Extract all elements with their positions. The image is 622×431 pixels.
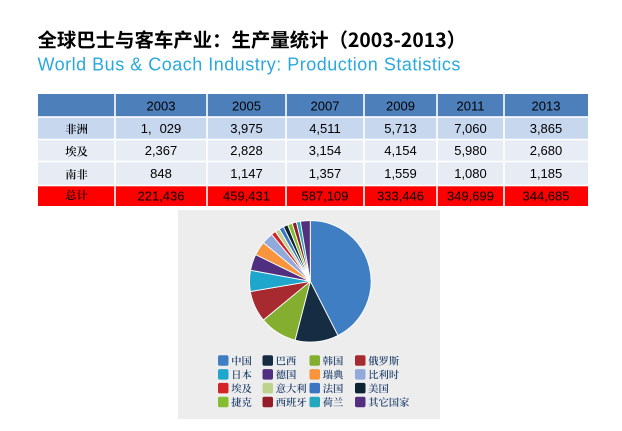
svg-text:333,446: 333,446 [377,188,424,203]
svg-text:1,357: 1,357 [309,166,342,181]
svg-text:459,431: 459,431 [223,188,270,203]
svg-text:2013: 2013 [532,99,561,114]
svg-text:587,109: 587,109 [302,188,349,203]
svg-text:1,029: 1, 029 [141,121,182,136]
svg-text:1,185: 1,185 [530,166,563,181]
svg-text:2003: 2003 [147,99,176,114]
svg-text:2005: 2005 [232,99,261,114]
svg-text:344,685: 344,685 [523,188,570,203]
svg-text:3,865: 3,865 [530,121,563,136]
svg-text:349,699: 349,699 [447,188,494,203]
svg-text:7,060: 7,060 [454,121,487,136]
svg-text:2007: 2007 [311,99,340,114]
svg-text:2,828: 2,828 [230,143,263,158]
svg-text:4,511: 4,511 [309,121,341,136]
svg-text:5,980: 5,980 [454,143,487,158]
svg-text:1,080: 1,080 [454,166,487,181]
svg-text:1,147: 1,147 [230,166,263,181]
svg-text:3,975: 3,975 [230,121,263,136]
svg-text:2,367: 2,367 [145,143,178,158]
svg-text:2009: 2009 [386,99,415,114]
svg-text:2,680: 2,680 [530,143,563,158]
svg-text:5,713: 5,713 [384,121,417,136]
svg-text:3,154: 3,154 [309,143,342,158]
svg-text:1,559: 1,559 [384,166,417,181]
svg-text:4,154: 4,154 [384,143,417,158]
svg-text:2011: 2011 [457,99,485,114]
svg-text:221,436: 221,436 [138,188,185,203]
svg-text:848: 848 [150,166,172,181]
svg-text:World Bus & Coach Industry: Pr: World Bus & Coach Industry: Production S… [38,54,461,74]
